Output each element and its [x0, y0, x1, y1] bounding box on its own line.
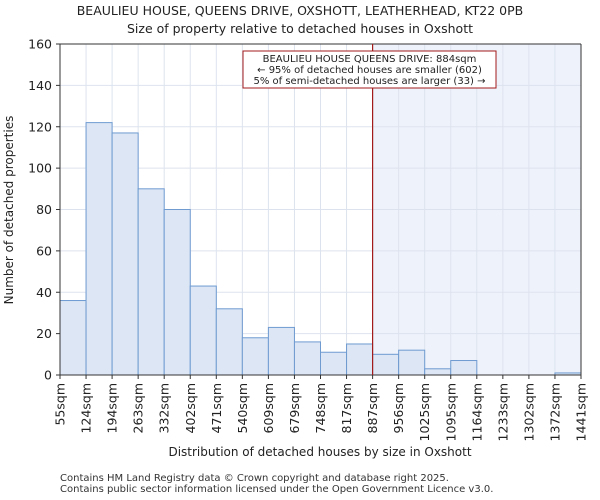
y-tick-label: 120: [28, 119, 52, 134]
footer-copyright: Contains HM Land Registry data © Crown c…: [60, 473, 449, 484]
bar-956sqm: [398, 349, 426, 376]
bar-194sqm: [111, 132, 139, 376]
annotation-line: 5% of semi-detached houses are larger (3…: [253, 76, 485, 87]
x-tick-label: 748sqm: [313, 383, 328, 433]
y-axis-label: Number of detached properties: [2, 116, 16, 305]
bar-332sqm: [163, 209, 191, 376]
bar-402sqm: [189, 285, 217, 376]
x-tick-label: 817sqm: [339, 383, 354, 433]
y-tick-label: 140: [28, 78, 52, 93]
chart-title: BEAULIEU HOUSE, QUEENS DRIVE, OXSHOTT, L…: [76, 3, 524, 18]
annotation-box: [242, 50, 497, 89]
y-tick-label: 80: [36, 202, 52, 217]
bar-679sqm: [293, 341, 322, 376]
bar-1025sqm: [424, 368, 452, 376]
x-tick-label: 402sqm: [183, 383, 198, 433]
footer-licence: Contains public sector information licen…: [60, 484, 494, 495]
x-tick-label: 1372sqm: [547, 383, 562, 441]
annotation-line: ← 95% of detached houses are smaller (60…: [257, 65, 482, 76]
x-tick-label: 679sqm: [287, 383, 302, 433]
x-tick-label: 263sqm: [131, 383, 146, 433]
x-tick-label: 1025sqm: [417, 383, 432, 441]
x-tick-label: 1095sqm: [443, 383, 458, 441]
bar-471sqm: [215, 308, 243, 376]
y-tick-label: 60: [36, 243, 52, 258]
bar-609sqm: [267, 326, 295, 376]
chart-subtitle: Size of property relative to detached ho…: [126, 21, 474, 36]
x-tick-label: 540sqm: [235, 383, 250, 433]
x-tick-label: 1164sqm: [469, 383, 484, 441]
y-tick-label: 40: [36, 285, 52, 300]
bar-124sqm: [85, 122, 113, 376]
y-tick-label: 20: [36, 326, 52, 341]
x-tick-label: 956sqm: [391, 383, 406, 433]
bar-887sqm: [372, 353, 400, 376]
annotation-line: BEAULIEU HOUSE QUEENS DRIVE: 884sqm: [263, 54, 477, 65]
x-tick-label: 1441sqm: [574, 383, 589, 441]
bar-817sqm: [346, 343, 374, 376]
x-axis-label: Distribution of detached houses by size …: [168, 445, 471, 459]
bar-540sqm: [241, 337, 269, 376]
x-tick-label: 887sqm: [365, 383, 380, 433]
x-tick-label: 609sqm: [261, 383, 276, 433]
x-tick-label: 55sqm: [53, 383, 68, 426]
x-tick-label: 471sqm: [209, 383, 224, 433]
x-tick-label: 1302sqm: [521, 383, 536, 441]
x-tick-label: 194sqm: [105, 383, 120, 433]
bar-1095sqm: [450, 360, 478, 376]
y-tick-label: 100: [28, 161, 52, 176]
bar-55sqm: [59, 300, 87, 376]
y-tick-label: 160: [28, 37, 52, 52]
x-tick-label: 124sqm: [79, 383, 94, 433]
x-tick-label: 1233sqm: [495, 383, 510, 441]
bar-263sqm: [137, 188, 165, 376]
x-tick-label: 332sqm: [157, 383, 172, 433]
y-tick-label: 0: [44, 368, 52, 383]
bar-748sqm: [320, 351, 348, 376]
